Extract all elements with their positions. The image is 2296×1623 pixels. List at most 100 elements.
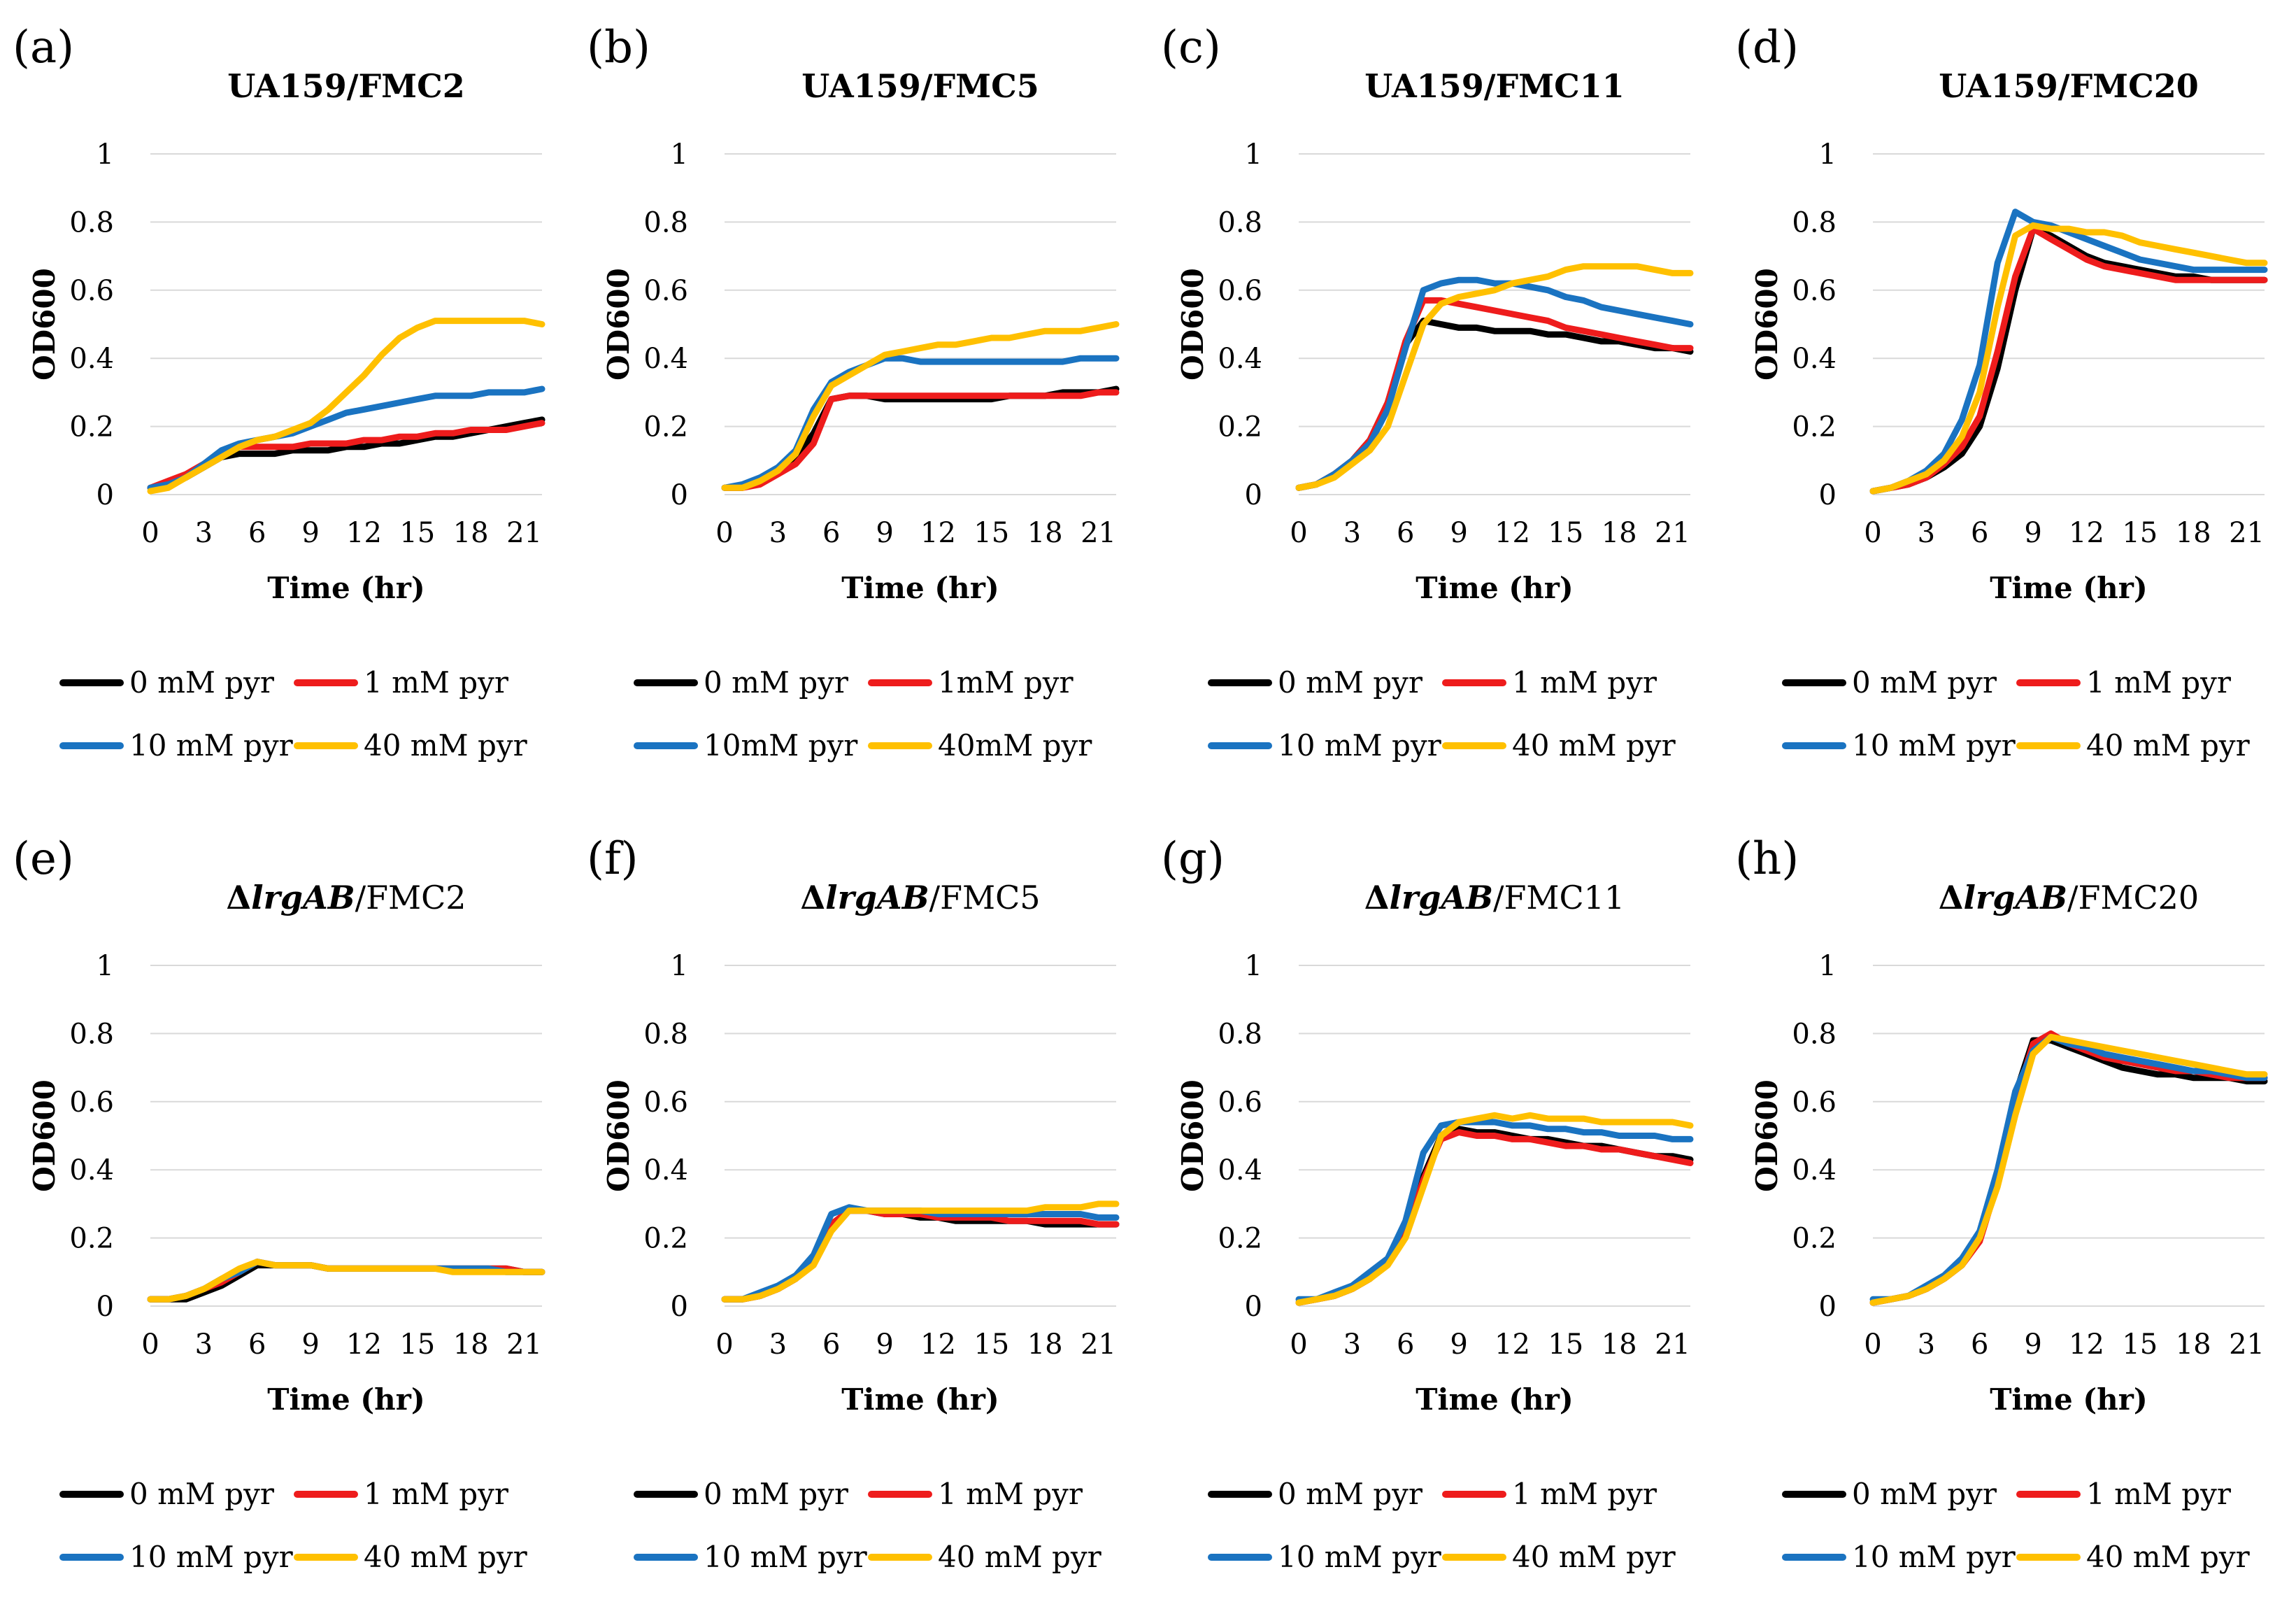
y-tick-label: 0.4 xyxy=(69,1154,114,1186)
legend-item: 40 mM pyr xyxy=(294,731,527,760)
panel-letter: (h) xyxy=(1735,833,1799,885)
series-line xyxy=(1295,1126,1694,1306)
y-tick-label: 1 xyxy=(1245,139,1262,171)
x-tick-label: 15 xyxy=(1548,517,1583,549)
legend-label: 1 mM pyr xyxy=(1512,665,1657,700)
y-tick-label: 0 xyxy=(97,1291,114,1323)
x-tick-label: 12 xyxy=(920,1328,956,1361)
legend-label: 0 mM pyr xyxy=(1852,1477,1997,1511)
panel-letter: (d) xyxy=(1735,22,1799,73)
legend-swatch xyxy=(868,1554,932,1561)
y-tick-label: 0.6 xyxy=(643,1086,688,1119)
y-tick-label: 0.4 xyxy=(1218,343,1262,375)
legend-label: 0 mM pyr xyxy=(704,1477,848,1511)
series-line xyxy=(147,1259,546,1303)
x-tick-label: 12 xyxy=(346,1328,382,1361)
legend-label: 1 mM pyr xyxy=(1512,1477,1657,1511)
series-line xyxy=(1295,1119,1694,1303)
title-part-rest: /FMC5 xyxy=(929,879,1041,916)
legend-label: 40 mM pyr xyxy=(2086,728,2250,763)
x-tick-label: 18 xyxy=(1602,1328,1637,1361)
y-tick-label: 0.6 xyxy=(1218,275,1262,307)
x-tick-label: 0 xyxy=(1290,517,1307,549)
legend-label: 10 mM pyr xyxy=(1852,1540,2016,1574)
legend-swatch xyxy=(634,742,698,749)
x-tick-label: 0 xyxy=(1864,517,1881,549)
legend-item: 10 mM pyr xyxy=(59,731,293,760)
legend-label: 1 mM pyr xyxy=(2086,665,2231,700)
title-part-gene: lrgAB xyxy=(251,879,355,916)
x-tick-label: 0 xyxy=(1290,1328,1307,1361)
chart-title: UA159/FMC2 xyxy=(227,70,464,102)
title-part-delta: Δ xyxy=(226,879,252,916)
title-part-rest: /FMC20 xyxy=(2067,879,2199,916)
series-line xyxy=(1869,222,2268,495)
x-tick-label: 15 xyxy=(2122,1328,2158,1361)
legend-label: 40 mM pyr xyxy=(1512,1540,1676,1574)
y-tick-label: 0 xyxy=(1819,479,1837,511)
x-tick-label: 3 xyxy=(769,517,787,549)
x-axis-label: Time (hr) xyxy=(267,1382,425,1417)
panel-letter: (g) xyxy=(1161,833,1225,885)
x-tick-label: 6 xyxy=(248,517,266,549)
y-tick-label: 0.8 xyxy=(1218,1018,1262,1050)
x-axis-label: Time (hr) xyxy=(1416,1382,1573,1417)
legend-item: 40 mM pyr xyxy=(1442,1543,1676,1572)
x-tick-label: 12 xyxy=(2069,1328,2104,1361)
legend-swatch xyxy=(868,1491,932,1498)
y-tick-label: 0.2 xyxy=(1218,411,1262,444)
title-part-rest: UA159/FMC11 xyxy=(1364,67,1625,105)
y-tick-label: 0.8 xyxy=(69,1018,114,1050)
legend-label: 1mM pyr xyxy=(938,665,1074,700)
legend-swatch xyxy=(294,1491,358,1498)
legend-label: 10 mM pyr xyxy=(129,728,293,763)
title-part-rest: /FMC11 xyxy=(1492,879,1625,916)
x-tick-label: 9 xyxy=(2024,1328,2041,1361)
legend-swatch xyxy=(1208,679,1272,686)
legend-label: 10 mM pyr xyxy=(129,1540,293,1574)
panel-letter: (e) xyxy=(13,833,74,885)
x-axis-label: Time (hr) xyxy=(1990,1382,2147,1417)
legend-label: 0 mM pyr xyxy=(1278,1477,1422,1511)
line-chart: 0 0.2 0.4 0.6 0.8 1 0 3 6 9 12 15 18 21 Time (hr) OD600 xyxy=(1176,950,1694,1417)
title-part-rest: UA159/FMC20 xyxy=(1939,67,2199,105)
title-part-delta: Δ xyxy=(1938,879,1964,916)
x-tick-label: 15 xyxy=(399,517,435,549)
legend-label: 0 mM pyr xyxy=(704,665,848,700)
x-tick-label: 9 xyxy=(301,517,319,549)
legend-label: 10 mM pyr xyxy=(1852,728,2016,763)
legend-label: 10 mM pyr xyxy=(704,1540,867,1574)
x-axis-label: Time (hr) xyxy=(841,1382,999,1417)
chart-title: ΔlrgAB/FMC2 xyxy=(226,881,466,914)
x-tick-label: 6 xyxy=(1397,517,1414,549)
series-line xyxy=(721,321,1120,491)
y-tick-label: 0.4 xyxy=(1218,1154,1262,1186)
y-tick-label: 0.8 xyxy=(643,1018,688,1050)
legend-item: 10mM pyr xyxy=(634,731,857,760)
legend-item: 40 mM pyr xyxy=(2016,1543,2250,1572)
x-tick-label: 0 xyxy=(1864,1328,1881,1361)
x-tick-label: 21 xyxy=(506,1328,542,1361)
legend-item: 0 mM pyr xyxy=(1782,1480,1997,1509)
y-tick-label: 0 xyxy=(1245,1291,1262,1323)
x-tick-label: 18 xyxy=(453,517,489,549)
legend-swatch xyxy=(868,679,932,686)
title-part-delta: Δ xyxy=(800,879,826,916)
legend-item: 1mM pyr xyxy=(868,668,1074,697)
y-tick-label: 0.2 xyxy=(69,1223,114,1255)
legend-label: 10 mM pyr xyxy=(1278,728,1441,763)
line-chart: 0 0.2 0.4 0.6 0.8 1 0 3 6 9 12 15 18 21 Time (hr) OD600 xyxy=(1176,139,1694,605)
legend-item: 10 mM pyr xyxy=(634,1543,867,1572)
legend-item: 0 mM pyr xyxy=(59,1480,274,1509)
y-tick-label: 0.6 xyxy=(69,275,114,307)
x-tick-label: 18 xyxy=(1027,1328,1063,1361)
y-tick-label: 1 xyxy=(1819,950,1837,982)
x-tick-label: 21 xyxy=(1081,517,1116,549)
legend-item: 0 mM pyr xyxy=(59,668,274,697)
y-tick-label: 0.2 xyxy=(1792,411,1837,444)
y-tick-label: 0.6 xyxy=(69,1086,114,1119)
legend-item: 10 mM pyr xyxy=(1782,1543,2016,1572)
title-part-gene: lrgAB xyxy=(1389,879,1493,916)
legend-swatch xyxy=(1442,679,1506,686)
legend-label: 0 mM pyr xyxy=(1278,665,1422,700)
